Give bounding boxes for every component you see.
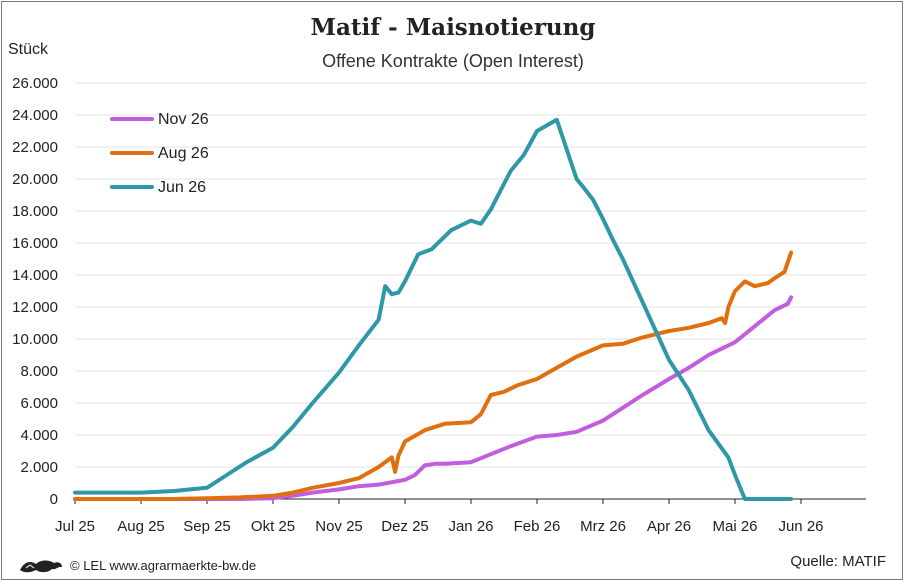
legend-label: Aug 26 [158, 145, 209, 162]
copyright-footer: © LEL www.agrarmaerkte-bw.de [70, 558, 257, 573]
legend: Nov 26 Aug 26 Jun 26 [110, 111, 209, 196]
x-tick-labels: Jul 25 Aug 25 Sep 25 Okt 25 Nov 25 Dez 25 Jan … [55, 499, 824, 535]
y-tick-label: 12.000 [12, 299, 58, 316]
x-tick-label: Mrz 26 [580, 518, 626, 535]
y-axis-label: Stück [8, 41, 49, 58]
y-tick-label: 2.000 [20, 459, 58, 476]
series-line-jun-26 [73, 117, 794, 501]
y-tick-labels: 0 2.000 4.000 6.000 8.000 10.000 12.000 14.000 1… [12, 75, 58, 508]
y-tick-label: 26.000 [12, 75, 58, 92]
y-tick-label: 10.000 [12, 331, 58, 348]
x-tick-label: Aug 25 [117, 518, 165, 535]
chart-subtitle: Offene Kontrakte (Open Interest) [322, 51, 584, 71]
y-tick-label: 8.000 [20, 363, 58, 380]
x-tick-label: Jul 25 [55, 518, 95, 535]
x-tick-label: Okt 25 [251, 518, 295, 535]
y-tick-label: 16.000 [12, 235, 58, 252]
source-note: Quelle: MATIF [790, 553, 886, 570]
legend-label: Jun 26 [158, 179, 206, 196]
y-tick-label: 24.000 [12, 107, 58, 124]
x-tick-label: Sep 25 [183, 518, 231, 535]
lel-logo-icon [20, 560, 62, 573]
series-lines [73, 117, 794, 501]
x-tick-label: Feb 26 [514, 518, 561, 535]
y-tick-label: 20.000 [12, 171, 58, 188]
chart-title: Matif - Maisnotierung [310, 14, 596, 41]
y-tick-label: 4.000 [20, 427, 58, 444]
x-tick-label: Jun 26 [778, 518, 823, 535]
y-tick-label: 14.000 [12, 267, 58, 284]
x-tick-label: Mai 26 [712, 518, 757, 535]
y-tick-label: 18.000 [12, 203, 58, 220]
x-tick-label: Nov 25 [315, 518, 363, 535]
x-tick-label: Jan 26 [448, 518, 493, 535]
x-tick-label: Apr 26 [647, 518, 691, 535]
y-tick-label: 0 [50, 491, 58, 508]
series-line-aug-26 [73, 250, 794, 501]
legend-label: Nov 26 [158, 111, 209, 128]
y-tick-label: 6.000 [20, 395, 58, 412]
y-tick-label: 22.000 [12, 139, 58, 156]
x-tick-label: Dez 25 [381, 518, 429, 535]
gridlines [75, 82, 866, 500]
